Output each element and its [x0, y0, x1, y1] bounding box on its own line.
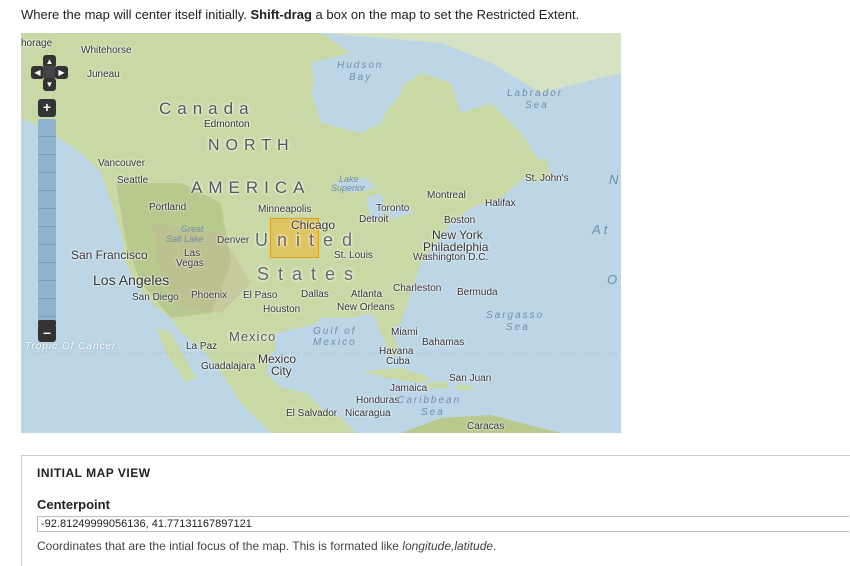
label-havana: Havana [379, 346, 414, 357]
restricted-extent-box[interactable] [270, 218, 319, 258]
label-gulf-of: Gulf of [313, 326, 357, 337]
label-sargasso-sea: Sea [506, 322, 530, 333]
label-canada: Canada [159, 99, 255, 118]
label-edmonton: Edmonton [204, 119, 250, 130]
label-atlantic-o: O [607, 272, 618, 287]
map-instructions: Where the map will center itself initial… [21, 7, 579, 22]
label-mexico-city-1: Mexico [258, 352, 297, 366]
label-whitehorse: Whitehorse [81, 45, 132, 56]
label-bahamas: Bahamas [422, 337, 465, 348]
label-atlanta: Atlanta [351, 289, 383, 300]
label-hudson: Hudson [337, 60, 384, 71]
label-north: NORTH [208, 137, 295, 154]
label-miami: Miami [391, 327, 418, 338]
label-lake: Lake [339, 174, 359, 184]
label-philadelphia: Philadelphia [423, 240, 489, 254]
zoom-bar[interactable] [38, 119, 56, 326]
description-text: Coordinates that are the intial focus of… [37, 539, 403, 553]
label-denver: Denver [217, 235, 250, 246]
label-america: AMERICA [191, 178, 311, 197]
centerpoint-description: Coordinates that are the intial focus of… [37, 539, 496, 553]
label-atlantic-at: A t [592, 222, 608, 237]
label-detroit: Detroit [359, 214, 389, 225]
label-halifax: Halifax [485, 198, 516, 209]
description-end: . [493, 539, 497, 553]
label-anchorage: horage [21, 38, 53, 49]
label-caracas: Caracas [467, 421, 505, 432]
pan-control: ▲ ◀ ▶ ▼ [31, 55, 68, 91]
label-labrador-sea: Sea [525, 100, 549, 111]
label-vegas: Vegas [176, 258, 204, 269]
label-san-juan: San Juan [449, 373, 492, 384]
label-states: States [257, 264, 363, 284]
label-charleston: Charleston [393, 283, 442, 294]
label-vancouver: Vancouver [98, 158, 146, 169]
pan-center [43, 66, 56, 79]
label-seattle: Seattle [117, 175, 149, 186]
map-view[interactable]: horage Whitehorse Juneau Canada Edmonton… [21, 33, 621, 433]
label-toronto: Toronto [376, 203, 410, 214]
zoom-in-button[interactable]: + [38, 99, 56, 117]
section-title: INITIAL MAP VIEW [37, 466, 151, 480]
label-superior: Superior [331, 183, 366, 193]
label-tropic-of-cancer: Tropic Of Cancer [25, 341, 117, 352]
label-los-angeles: Los Angeles [93, 272, 170, 288]
label-el-paso: El Paso [243, 290, 278, 301]
instructions-shift-drag: Shift-drag [250, 7, 312, 22]
label-san-francisco: San Francisco [71, 248, 148, 262]
label-el-salvador: El Salvador [286, 408, 338, 419]
label-la-paz: La Paz [186, 341, 218, 352]
pan-left-button[interactable]: ◀ [31, 66, 44, 79]
label-new-york: New York [432, 228, 483, 242]
label-bay: Bay [349, 72, 373, 83]
label-dallas: Dallas [301, 289, 329, 300]
label-nicaragua: Nicaragua [345, 408, 391, 419]
label-jamaica: Jamaica [390, 383, 428, 394]
centerpoint-input[interactable] [37, 516, 849, 532]
label-new-orleans: New Orleans [337, 302, 395, 313]
zoom-out-button[interactable]: – [38, 324, 56, 342]
label-great: Great [181, 224, 204, 234]
label-labrador: Labrador [507, 88, 564, 99]
label-st-johns: St. John's [525, 173, 569, 184]
label-las: Las [184, 248, 201, 259]
label-guadalajara: Guadalajara [201, 361, 256, 372]
label-mexico-city-2: City [271, 364, 292, 378]
label-sargasso: Sargasso [486, 310, 545, 321]
label-honduras: Honduras [356, 395, 400, 406]
label-mexico-country: Mexico [229, 329, 277, 344]
label-portland: Portland [149, 202, 187, 213]
description-format: longitude,latitude [402, 539, 494, 553]
label-minneapolis: Minneapolis [258, 204, 312, 215]
label-san-diego: San Diego [132, 292, 179, 303]
centerpoint-label: Centerpoint [37, 497, 110, 512]
zoom-slider-handle[interactable] [38, 320, 56, 326]
label-salt-lake: Salt Lake [166, 234, 204, 244]
label-united: United [255, 230, 362, 250]
label-cuba: Cuba [386, 356, 410, 367]
zoom-control: + – [38, 99, 56, 342]
instructions-text: Where the map will center itself initial… [21, 7, 251, 22]
label-chicago: Chicago [291, 218, 336, 232]
label-boston: Boston [444, 215, 476, 226]
instructions-text-end: a box on the map to set the Restricted E… [311, 7, 580, 22]
label-gulf-mexico: Mexico [313, 337, 357, 348]
label-atlantic-n: N [609, 172, 619, 187]
pan-right-button[interactable]: ▶ [55, 66, 68, 79]
label-st-louis: St. Louis [334, 250, 373, 261]
initial-map-view-section: INITIAL MAP VIEW Centerpoint Coordinates… [21, 455, 850, 566]
label-juneau: Juneau [87, 69, 120, 80]
label-phoenix: Phoenix [191, 290, 228, 301]
label-montreal: Montreal [427, 190, 466, 201]
label-bermuda: Bermuda [457, 287, 498, 298]
label-caribbean: Caribbean [397, 395, 462, 406]
label-caribbean-sea: Sea [421, 407, 445, 418]
label-houston: Houston [263, 304, 301, 315]
pan-up-button[interactable]: ▲ [43, 55, 56, 68]
label-washington: Washington D.C. [413, 252, 489, 263]
pan-down-button[interactable]: ▼ [43, 78, 56, 91]
